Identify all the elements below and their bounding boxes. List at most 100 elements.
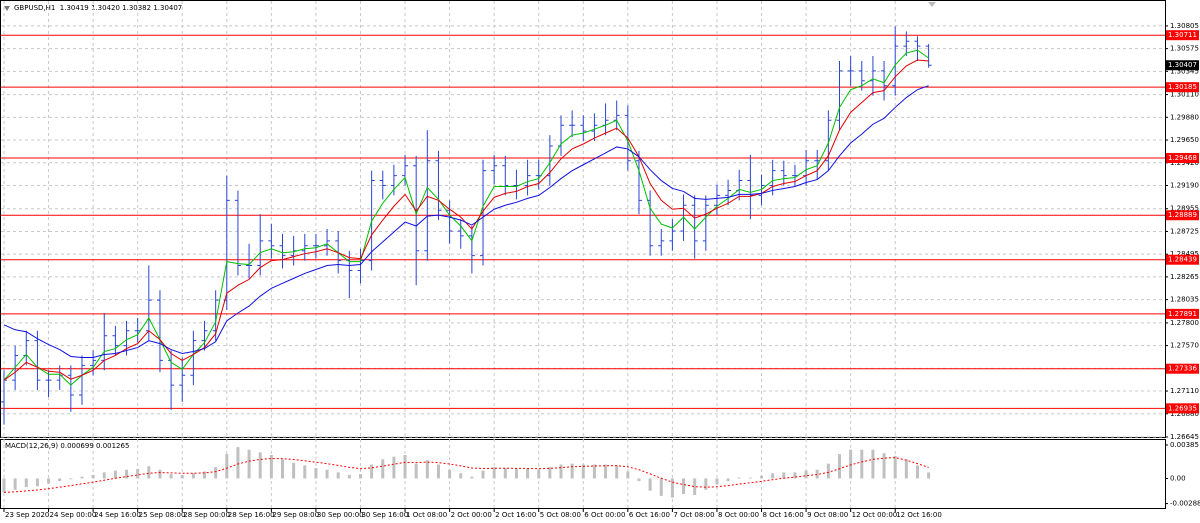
macd-bar xyxy=(392,456,396,479)
ohlc-bar xyxy=(892,26,899,96)
macd-bar xyxy=(693,478,697,495)
y-tick-label: 1.30110 xyxy=(1170,91,1199,99)
macd-bar xyxy=(838,454,841,479)
ohlc-bar xyxy=(179,357,186,402)
level-label: 1.28439 xyxy=(1168,256,1197,264)
macd-bar xyxy=(147,466,151,479)
y-tick-label: 1.29880 xyxy=(1170,113,1199,121)
ohlc-bar xyxy=(312,233,319,259)
y-tick-label: 1.28495 xyxy=(1170,250,1199,258)
y-tick-label: 1.26645 xyxy=(1170,433,1199,441)
ohlc-bar xyxy=(190,330,197,386)
x-tick-label: 8 Oct 16:00 xyxy=(763,511,804,519)
y-tick-label: -0.002888 xyxy=(1170,500,1200,508)
macd-bar xyxy=(526,468,530,479)
macd-bar xyxy=(670,478,674,498)
y-tick-label: 1.26880 xyxy=(1170,410,1199,418)
level-label: 1.30711 xyxy=(1168,31,1197,39)
macd-bar xyxy=(91,474,95,479)
x-tick-label: 2 Oct 16:00 xyxy=(495,511,536,519)
ohlc-bar xyxy=(112,325,119,356)
macd-bar xyxy=(169,474,173,479)
x-tick-label: 29 Sep 08:00 xyxy=(272,511,319,519)
y-tick-label: 1.30345 xyxy=(1170,67,1199,75)
y-tick-label: 1.27570 xyxy=(1170,342,1199,350)
macd-bar xyxy=(648,478,652,491)
x-tick-label: 12 Oct 00:00 xyxy=(852,511,898,519)
level-label: 1.27891 xyxy=(1168,310,1197,318)
macd-bar xyxy=(381,459,385,479)
macd-bar xyxy=(448,469,452,479)
ohlc-bar xyxy=(769,159,776,196)
ohlc-bar xyxy=(301,233,308,261)
y-tick-label: 1.27800 xyxy=(1170,319,1199,327)
ohlc-bar xyxy=(435,150,442,221)
macd-bar xyxy=(849,449,853,479)
y-tick-label: 1.29650 xyxy=(1170,136,1199,144)
x-tick-label: 5 Oct 08:00 xyxy=(540,511,581,519)
macd-bar xyxy=(58,478,62,482)
macd-bar xyxy=(303,465,307,479)
y-tick-label: 0.00385 xyxy=(1170,441,1199,449)
macd-bar xyxy=(581,464,585,479)
macd-bar xyxy=(436,464,440,479)
macd-bar xyxy=(927,472,931,479)
macd-bar xyxy=(637,478,641,482)
macd-bar xyxy=(871,449,875,479)
ohlc-bar xyxy=(669,219,676,251)
ohlc-bar xyxy=(713,184,720,216)
y-tick-label: 1.27110 xyxy=(1170,387,1199,395)
x-tick-label: 7 Oct 08:00 xyxy=(673,511,714,519)
ohlc-bar xyxy=(702,195,709,251)
macd-bar xyxy=(760,475,764,479)
x-tick-label: 8 Oct 00:00 xyxy=(718,511,759,519)
level-label: 1.26935 xyxy=(1168,404,1197,412)
y-tick-label: 1.30575 xyxy=(1170,45,1199,53)
x-tick-label: 24 Sep 00:00 xyxy=(50,511,97,519)
macd-bar xyxy=(347,474,351,479)
y-tick-label: 1.30805 xyxy=(1170,22,1199,30)
macd-bar xyxy=(225,454,229,479)
macd-bar xyxy=(804,470,808,479)
ohlc-bar xyxy=(390,164,397,196)
ohlc-bar xyxy=(324,228,331,256)
macd-bar xyxy=(136,468,140,479)
macd-bar xyxy=(2,478,6,493)
macd-bar xyxy=(481,470,485,479)
macd-bar xyxy=(414,463,418,479)
moving-average xyxy=(3,49,929,386)
ohlc-bar xyxy=(658,228,665,256)
macd-bar xyxy=(80,476,84,479)
ohlc-bar xyxy=(156,290,163,373)
macd-bar xyxy=(247,449,251,479)
ohlc-bar xyxy=(268,224,275,259)
macd-bar xyxy=(659,478,663,496)
macd-bar xyxy=(915,465,919,479)
macd-bar xyxy=(748,477,752,479)
level-label-box xyxy=(1166,210,1199,221)
ohlc-bar xyxy=(569,110,576,138)
last-price-label: 1.30407 xyxy=(1168,61,1197,69)
macd-bar xyxy=(826,463,830,479)
macd-bar xyxy=(258,452,262,479)
y-tick-label: 1.28035 xyxy=(1170,296,1199,304)
x-tick-label: 1 Oct 08:00 xyxy=(406,511,447,519)
macd-bar xyxy=(314,468,318,479)
x-tick-label: 6 Oct 16:00 xyxy=(629,511,670,519)
macd-bar xyxy=(459,473,463,479)
chart-icon xyxy=(4,6,10,11)
macd-bar xyxy=(47,478,51,484)
ohlc-bar xyxy=(457,219,464,249)
level-label: 1.27336 xyxy=(1168,365,1197,373)
macd-bar xyxy=(24,478,28,488)
macd-bar xyxy=(704,478,708,490)
macd-bar xyxy=(370,464,374,479)
ohlc-bar xyxy=(379,170,386,200)
ohlc-bar xyxy=(257,214,264,276)
macd-bar xyxy=(125,469,129,479)
ohlc-bar xyxy=(914,36,921,61)
chart-header: GBPUSD,H1 1.30419 1.30420 1.30382 1.3040… xyxy=(14,4,182,12)
ohlc-bar xyxy=(234,190,241,276)
ohlc-bar xyxy=(446,200,453,244)
